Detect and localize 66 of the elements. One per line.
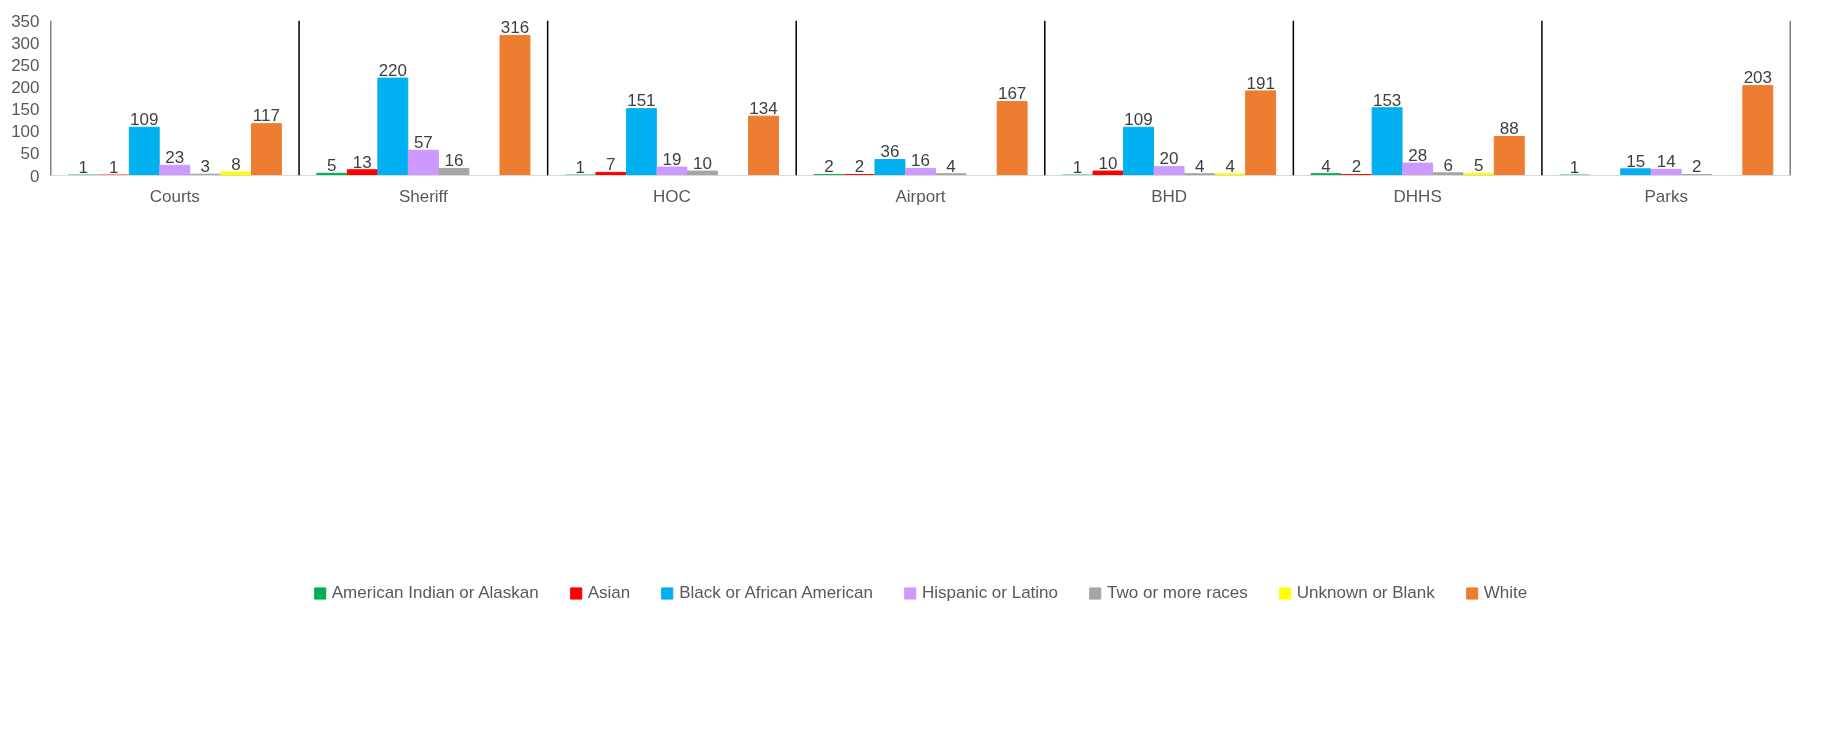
data-label: 6 (1443, 155, 1453, 175)
legend-label: Hispanic or Latino (921, 583, 1059, 603)
data-label: 151 (627, 91, 656, 111)
data-label: 5 (1473, 156, 1484, 176)
y-tick-label: 350 (11, 11, 40, 31)
data-label: 4 (1225, 156, 1235, 176)
legend-label: Black or African American (679, 583, 873, 603)
data-label: 1 (1569, 157, 1580, 177)
data-label: 23 (165, 148, 185, 168)
y-tick-label: 200 (11, 77, 40, 97)
x-tick-label: HOC (653, 186, 691, 206)
data-label: 220 (378, 60, 408, 80)
data-label: 1 (78, 157, 88, 177)
data-label: 7 (606, 155, 616, 175)
x-tick-label: Airport (895, 186, 946, 206)
legend-label: Asian (587, 583, 631, 603)
data-label: 2 (854, 157, 865, 177)
data-label: 1 (1072, 157, 1083, 177)
data-label: 19 (662, 149, 682, 169)
data-label: 109 (130, 110, 159, 130)
x-tick-label: BHD (1151, 186, 1188, 206)
legend-label: Unknown or Blank (1296, 583, 1435, 603)
y-tick-label: 100 (11, 122, 40, 142)
y-tick-label: 0 (30, 166, 40, 186)
legend-label: American Indian or Alaskan (331, 583, 539, 603)
data-label: 13 (352, 152, 372, 172)
data-label: 153 (1372, 90, 1402, 110)
y-tick-label: 300 (11, 33, 40, 53)
y-tick-label: 50 (20, 144, 40, 164)
data-label: 16 (911, 151, 930, 171)
data-label: 1 (575, 157, 586, 177)
y-tick-label: 150 (11, 100, 40, 120)
data-label: 8 (231, 154, 241, 174)
data-label: 191 (1246, 73, 1275, 93)
data-label: 203 (1743, 68, 1773, 88)
data-label: 167 (997, 84, 1027, 104)
data-label: 10 (1098, 153, 1118, 173)
data-label: 28 (1408, 145, 1428, 165)
data-label: 36 (880, 142, 900, 162)
data-label: 2 (1692, 157, 1702, 177)
data-label: 109 (1124, 110, 1153, 130)
data-label: 5 (327, 156, 337, 176)
data-label: 88 (1499, 119, 1519, 139)
data-label: 316 (500, 18, 530, 38)
data-label: 16 (444, 151, 464, 171)
data-label: 3 (200, 156, 211, 176)
data-label: 4 (1194, 156, 1205, 176)
x-tick-label: Courts (149, 186, 200, 206)
data-label: 117 (252, 106, 280, 126)
data-label: 15 (1626, 151, 1646, 171)
legend-label: White (1483, 583, 1528, 603)
data-label: 14 (1656, 152, 1676, 172)
data-label: 4 (946, 156, 956, 176)
legend-label: Two or more races (1107, 583, 1248, 603)
x-tick-label: Sheriff (398, 186, 449, 206)
data-label: 2 (1351, 157, 1362, 177)
data-label: 4 (1321, 156, 1331, 176)
data-label: 134 (749, 98, 778, 118)
data-label: 57 (413, 133, 433, 153)
x-tick-label: Parks (1644, 186, 1688, 206)
y-tick-label: 250 (11, 55, 40, 75)
x-tick-label: DHHS (1393, 186, 1442, 206)
data-label: 2 (824, 157, 834, 177)
data-label: 10 (693, 153, 712, 173)
data-label: 20 (1159, 149, 1179, 169)
data-label: 1 (108, 157, 119, 177)
